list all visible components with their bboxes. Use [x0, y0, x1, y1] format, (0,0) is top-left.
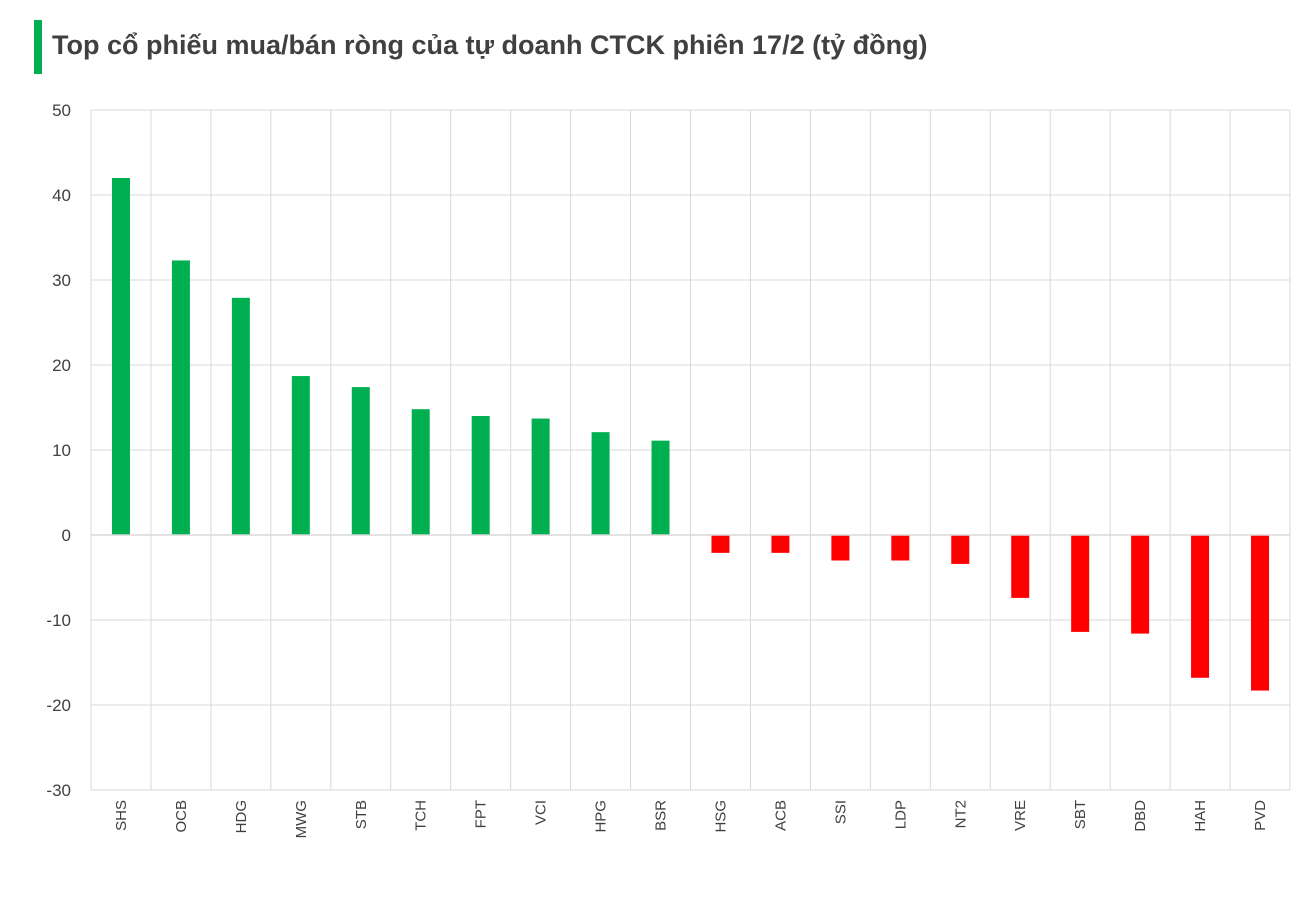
y-tick-label: 40: [52, 186, 71, 205]
x-tick-label: NT2: [952, 800, 969, 828]
x-tick-label: VRE: [1012, 800, 1029, 831]
y-tick-label: -20: [46, 696, 71, 715]
x-tick-label: SBT: [1072, 800, 1089, 829]
x-tick-label: PVD: [1252, 800, 1269, 831]
x-tick-label: SSI: [832, 800, 849, 824]
chart-title: Top cổ phiếu mua/bán ròng của tự doanh C…: [52, 30, 928, 60]
x-tick-label: HAH: [1192, 800, 1209, 832]
bar-shs: [111, 178, 130, 535]
bar-pvd: [1251, 535, 1270, 691]
title-accent-bar: [34, 20, 42, 74]
x-tick-label: SHS: [113, 800, 130, 831]
x-tick-label: OCB: [173, 800, 190, 833]
y-tick-label: 50: [52, 101, 71, 120]
x-tick-label: STB: [353, 800, 370, 829]
y-tick-label: -30: [46, 781, 71, 800]
bar-acb: [771, 535, 790, 553]
bar-hpg: [591, 432, 610, 535]
x-tick-label: FPT: [473, 800, 490, 828]
x-tick-label: HDG: [233, 800, 250, 833]
bar-ldp: [891, 535, 910, 561]
y-tick-label: -10: [46, 611, 71, 630]
bar-stb: [351, 387, 370, 535]
x-tick-label: LDP: [892, 800, 909, 829]
x-tick-label: HPG: [593, 800, 610, 833]
y-tick-label: 10: [52, 441, 71, 460]
bar-vre: [1011, 535, 1030, 598]
y-tick-label: 20: [52, 356, 71, 375]
bar-tch: [411, 409, 430, 535]
x-tick-label: ACB: [772, 800, 789, 831]
bar-ocb: [171, 260, 190, 535]
bar-mwg: [291, 376, 310, 535]
bar-hah: [1191, 535, 1210, 678]
bar-hdg: [231, 297, 250, 535]
bar-nt2: [951, 535, 970, 564]
bar-hsg: [711, 535, 730, 553]
bar-fpt: [471, 416, 490, 535]
x-tick-label: TCH: [413, 800, 430, 831]
y-tick-label: 30: [52, 271, 71, 290]
x-tick-label: HSG: [712, 800, 729, 833]
x-tick-label: MWG: [293, 800, 310, 838]
bar-bsr: [651, 440, 670, 535]
bar-ssi: [831, 535, 850, 561]
y-tick-label: 0: [62, 526, 71, 545]
bar-vci: [531, 418, 550, 535]
bar-sbt: [1071, 535, 1090, 632]
x-tick-label: DBD: [1132, 800, 1149, 832]
x-tick-label: BSR: [653, 800, 670, 831]
x-tick-label: VCI: [533, 800, 550, 825]
bar-dbd: [1131, 535, 1150, 634]
